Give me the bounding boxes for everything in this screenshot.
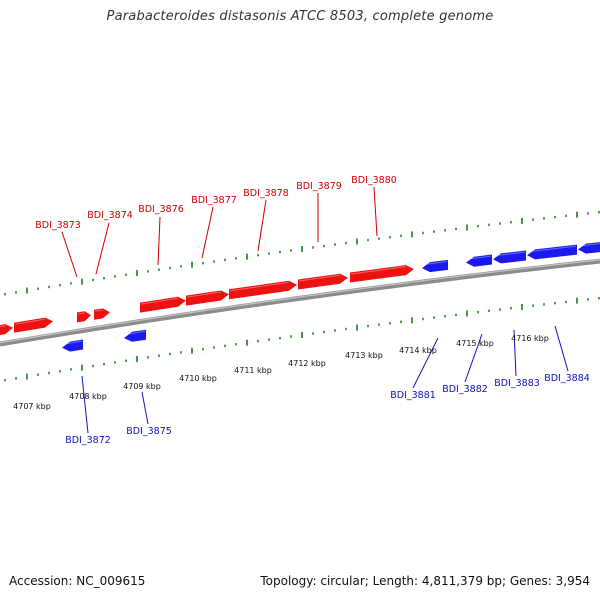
reverse-gene-arrow-shine — [493, 251, 526, 257]
reverse-label-leader — [513, 329, 517, 377]
forward-gene-label: BDI_3880 — [351, 175, 397, 186]
forward-gene-arrow — [298, 273, 348, 290]
reverse-label-leader — [141, 391, 149, 425]
forward-gene-arrow-shine — [140, 297, 179, 305]
forward-label-leader — [373, 186, 378, 237]
forward-gene-arrow — [140, 296, 186, 313]
reverse-gene-label: BDI_3883 — [494, 378, 540, 389]
reverse-gene-arrow-shine — [62, 340, 83, 345]
reverse-gene-arrow — [422, 259, 448, 273]
forward-gene-arrow — [77, 311, 91, 323]
forward-gene-arrow — [186, 290, 229, 306]
reverse-gene-arrow — [527, 244, 577, 260]
forward-gene-label: BDI_3873 — [35, 220, 81, 231]
forward-gene-arrow — [0, 324, 13, 336]
reverse-gene-label: BDI_3881 — [390, 390, 436, 401]
scale-labels: 4707 kbp 4708 kbp 4709 kbp 4710 kbp 4711 kbp… — [13, 334, 549, 411]
forward-gene-arrow-shine — [14, 318, 46, 325]
forward-gene-arrow-shine — [186, 291, 222, 298]
forward-gene-arrow — [94, 308, 110, 320]
reverse-label-leader — [464, 333, 483, 383]
forward-gene-label: BDI_3874 — [87, 210, 133, 221]
reverse-label-leader — [81, 375, 89, 434]
forward-gene-arrow — [229, 280, 297, 300]
forward-gene-arrow-shine — [94, 309, 103, 312]
forward-gene-arrow-shine — [77, 312, 85, 315]
scale-label: 4709 kbp — [123, 382, 161, 391]
scale-label: 4714 kbp — [399, 346, 437, 355]
forward-label-leader — [157, 216, 161, 266]
forward-gene-arrow-shine — [0, 325, 6, 328]
forward-label-leader — [201, 206, 214, 259]
scale-label: 4707 kbp — [13, 402, 51, 411]
lower-tick-track — [4, 296, 600, 382]
scale-label: 4713 kbp — [345, 351, 383, 360]
reverse-gene-arrow-shine — [466, 255, 492, 260]
reverse-gene-arrow — [466, 254, 492, 267]
forward-gene-label: BDI_3879 — [296, 181, 342, 192]
forward-label-leader — [95, 222, 110, 275]
genome-backbone — [0, 258, 600, 347]
reverse-gene-arrow-shine — [422, 261, 448, 266]
gene-track — [0, 242, 600, 352]
label-leaders — [61, 186, 569, 434]
reverse-gene-arrow-shine — [124, 330, 146, 336]
genome-summary-text: Topology: circular; Length: 4,811,379 bp… — [260, 574, 590, 588]
reverse-gene-label: BDI_3882 — [442, 384, 488, 395]
scale-label: 4710 kbp — [179, 374, 217, 383]
reverse-gene-label: BDI_3872 — [65, 435, 111, 446]
reverse-gene-arrow-shine — [527, 245, 577, 253]
forward-gene-label: BDI_3878 — [243, 188, 289, 199]
forward-gene-label: BDI_3877 — [191, 195, 237, 206]
map-title: Parabacteroides distasonis ATCC 8503, co… — [106, 9, 494, 24]
gene-labels: BDI_3873 BDI_3874 BDI_3876 BDI_3877 BDI_3878… — [35, 175, 590, 446]
forward-label-leader — [61, 231, 78, 278]
backbone-highlight — [0, 259, 600, 344]
reverse-gene-arrow — [578, 242, 600, 254]
backbone-line — [0, 258, 600, 347]
scale-label: 4712 kbp — [288, 359, 326, 368]
reverse-gene-label: BDI_3875 — [126, 426, 172, 437]
scale-label: 4708 kbp — [69, 392, 107, 401]
reverse-label-leader — [412, 337, 439, 389]
scale-label: 4715 kbp — [456, 339, 494, 348]
forward-gene-arrow-shine — [229, 281, 290, 292]
forward-gene-label: BDI_3876 — [138, 204, 184, 215]
reverse-label-leader — [554, 325, 569, 372]
forward-label-leader — [257, 199, 267, 252]
reverse-gene-label: BDI_3884 — [544, 373, 590, 384]
scale-label: 4716 kbp — [511, 334, 549, 343]
reverse-gene-arrow — [124, 329, 146, 342]
forward-gene-arrow-shine — [298, 274, 341, 282]
scale-label: 4711 kbp — [234, 366, 272, 375]
upper-tick-track — [4, 210, 600, 296]
forward-gene-arrow — [14, 317, 53, 333]
reverse-gene-arrow — [62, 339, 83, 352]
forward-gene-arrow-shine — [350, 266, 407, 275]
reverse-gene-arrow — [493, 250, 526, 264]
accession-text: Accession: NC_009615 — [9, 574, 146, 588]
forward-gene-arrow — [350, 265, 414, 283]
reverse-gene-arrow-shine — [578, 243, 600, 247]
